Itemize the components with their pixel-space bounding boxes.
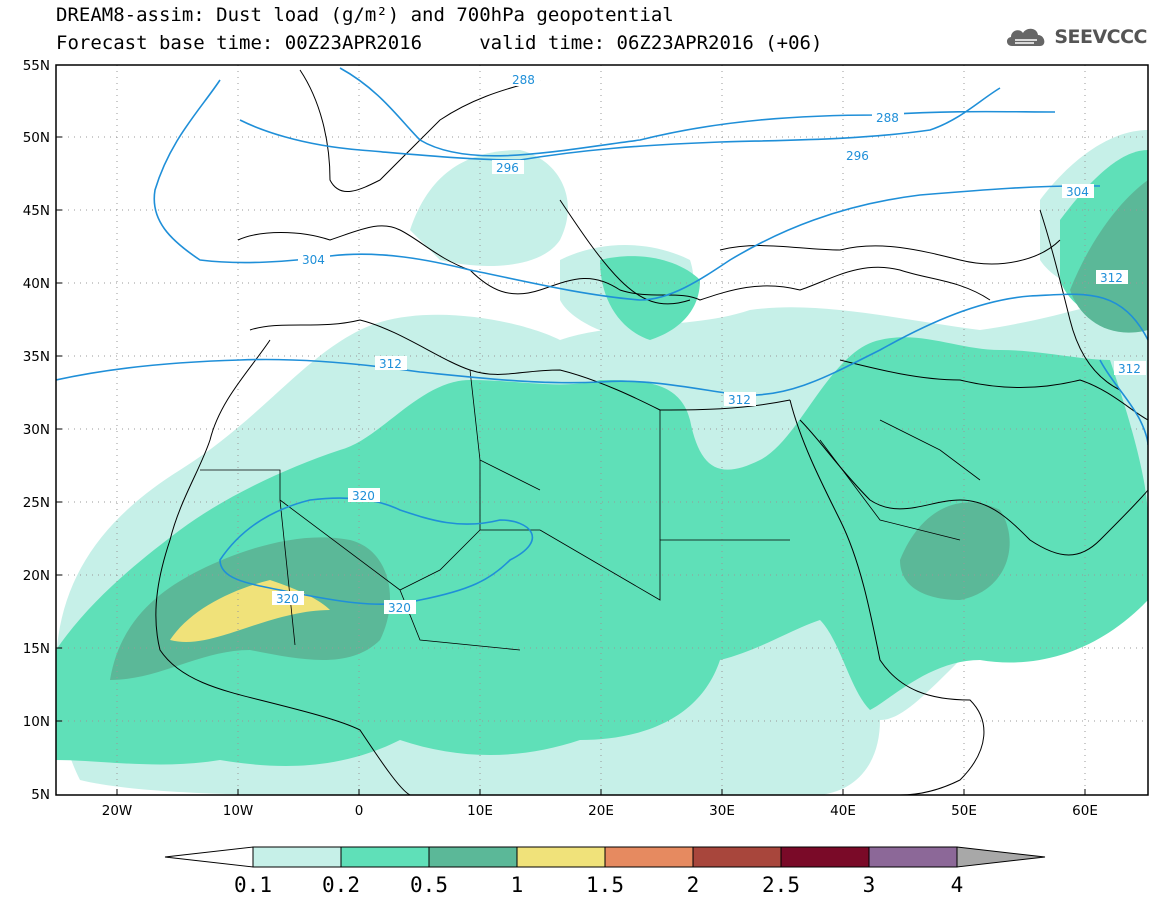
colorbar: 0.1 0.2 0.5 1 1.5 2 2.5 3 4 bbox=[164, 846, 1046, 897]
contour-label: 312 bbox=[1100, 271, 1123, 285]
lat-label: 50N bbox=[23, 130, 50, 146]
lon-label: 30E bbox=[709, 803, 735, 819]
coastlines bbox=[155, 69, 1148, 795]
colorbar-min-arrow bbox=[164, 846, 254, 868]
geopotential-contours bbox=[56, 67, 1148, 605]
colorbar-swatch bbox=[604, 846, 694, 868]
map-subtitle-times: Forecast base time: 00Z23APR2016 valid t… bbox=[56, 32, 823, 54]
colorbar-label: 2 bbox=[687, 873, 700, 897]
colorbar-max-arrow bbox=[956, 846, 1046, 868]
contour-label: 312 bbox=[1118, 362, 1141, 376]
lon-label: 10W bbox=[223, 803, 254, 819]
colorbar-label: 2.5 bbox=[762, 873, 800, 897]
contour-label: 304 bbox=[1066, 185, 1089, 199]
lon-label: 20E bbox=[588, 803, 614, 819]
lon-label: 0 bbox=[355, 803, 364, 819]
colorbar-label: 1 bbox=[511, 873, 524, 897]
colorbar-label: 3 bbox=[863, 873, 876, 897]
lat-label: 30N bbox=[23, 422, 50, 438]
lat-label: 35N bbox=[23, 349, 50, 365]
colorbar-label: 0.2 bbox=[322, 873, 360, 897]
colorbar-swatch bbox=[340, 846, 430, 868]
lat-label: 20N bbox=[23, 568, 50, 584]
lat-label: 40N bbox=[23, 276, 50, 292]
brand-name: SEEVCCC bbox=[1054, 26, 1147, 48]
lon-label: 60E bbox=[1072, 803, 1098, 819]
colorbar-swatch bbox=[868, 846, 958, 868]
contour-label: 312 bbox=[379, 357, 402, 371]
lon-label: 20W bbox=[102, 803, 133, 819]
contour-label: 320 bbox=[388, 601, 411, 615]
colorbar-swatch bbox=[252, 846, 342, 868]
map-frame bbox=[55, 64, 1149, 796]
colorbar-swatch bbox=[516, 846, 606, 868]
colorbar-swatch bbox=[428, 846, 518, 868]
map-title: DREAM8-assim: Dust load (g/m²) and 700hP… bbox=[56, 4, 674, 26]
contour-label: 320 bbox=[276, 592, 299, 606]
contour-label: 288 bbox=[512, 73, 535, 87]
contour-label: 296 bbox=[496, 161, 519, 175]
dust-field: 288 288 296 296 304 304 312 312 312 312 … bbox=[56, 65, 1148, 795]
colorbar-label: 4 bbox=[951, 873, 964, 897]
colorbar-label: 0.5 bbox=[410, 873, 448, 897]
lat-label: 15N bbox=[23, 641, 50, 657]
lat-label: 5N bbox=[31, 787, 50, 803]
colorbar-swatch bbox=[780, 846, 870, 868]
lon-label: 50E bbox=[951, 803, 977, 819]
cloud-logo-icon bbox=[1007, 28, 1045, 46]
colorbar-swatch bbox=[692, 846, 782, 868]
lon-label: 10E bbox=[467, 803, 493, 819]
lat-label: 45N bbox=[23, 203, 50, 219]
brand-logo: SEEVCCC bbox=[1004, 24, 1147, 50]
lat-label: 25N bbox=[23, 495, 50, 511]
lon-label: 40E bbox=[830, 803, 856, 819]
lat-label: 55N bbox=[23, 58, 50, 74]
contour-label: 320 bbox=[352, 489, 375, 503]
colorbar-label: 1.5 bbox=[586, 873, 624, 897]
contour-label: 288 bbox=[876, 111, 899, 125]
contour-label: 304 bbox=[302, 253, 325, 267]
axis-ticks bbox=[56, 136, 1086, 795]
colorbar-label: 0.1 bbox=[234, 873, 272, 897]
contour-label: 296 bbox=[846, 149, 869, 163]
lat-label: 10N bbox=[23, 714, 50, 730]
contour-label: 312 bbox=[728, 393, 751, 407]
